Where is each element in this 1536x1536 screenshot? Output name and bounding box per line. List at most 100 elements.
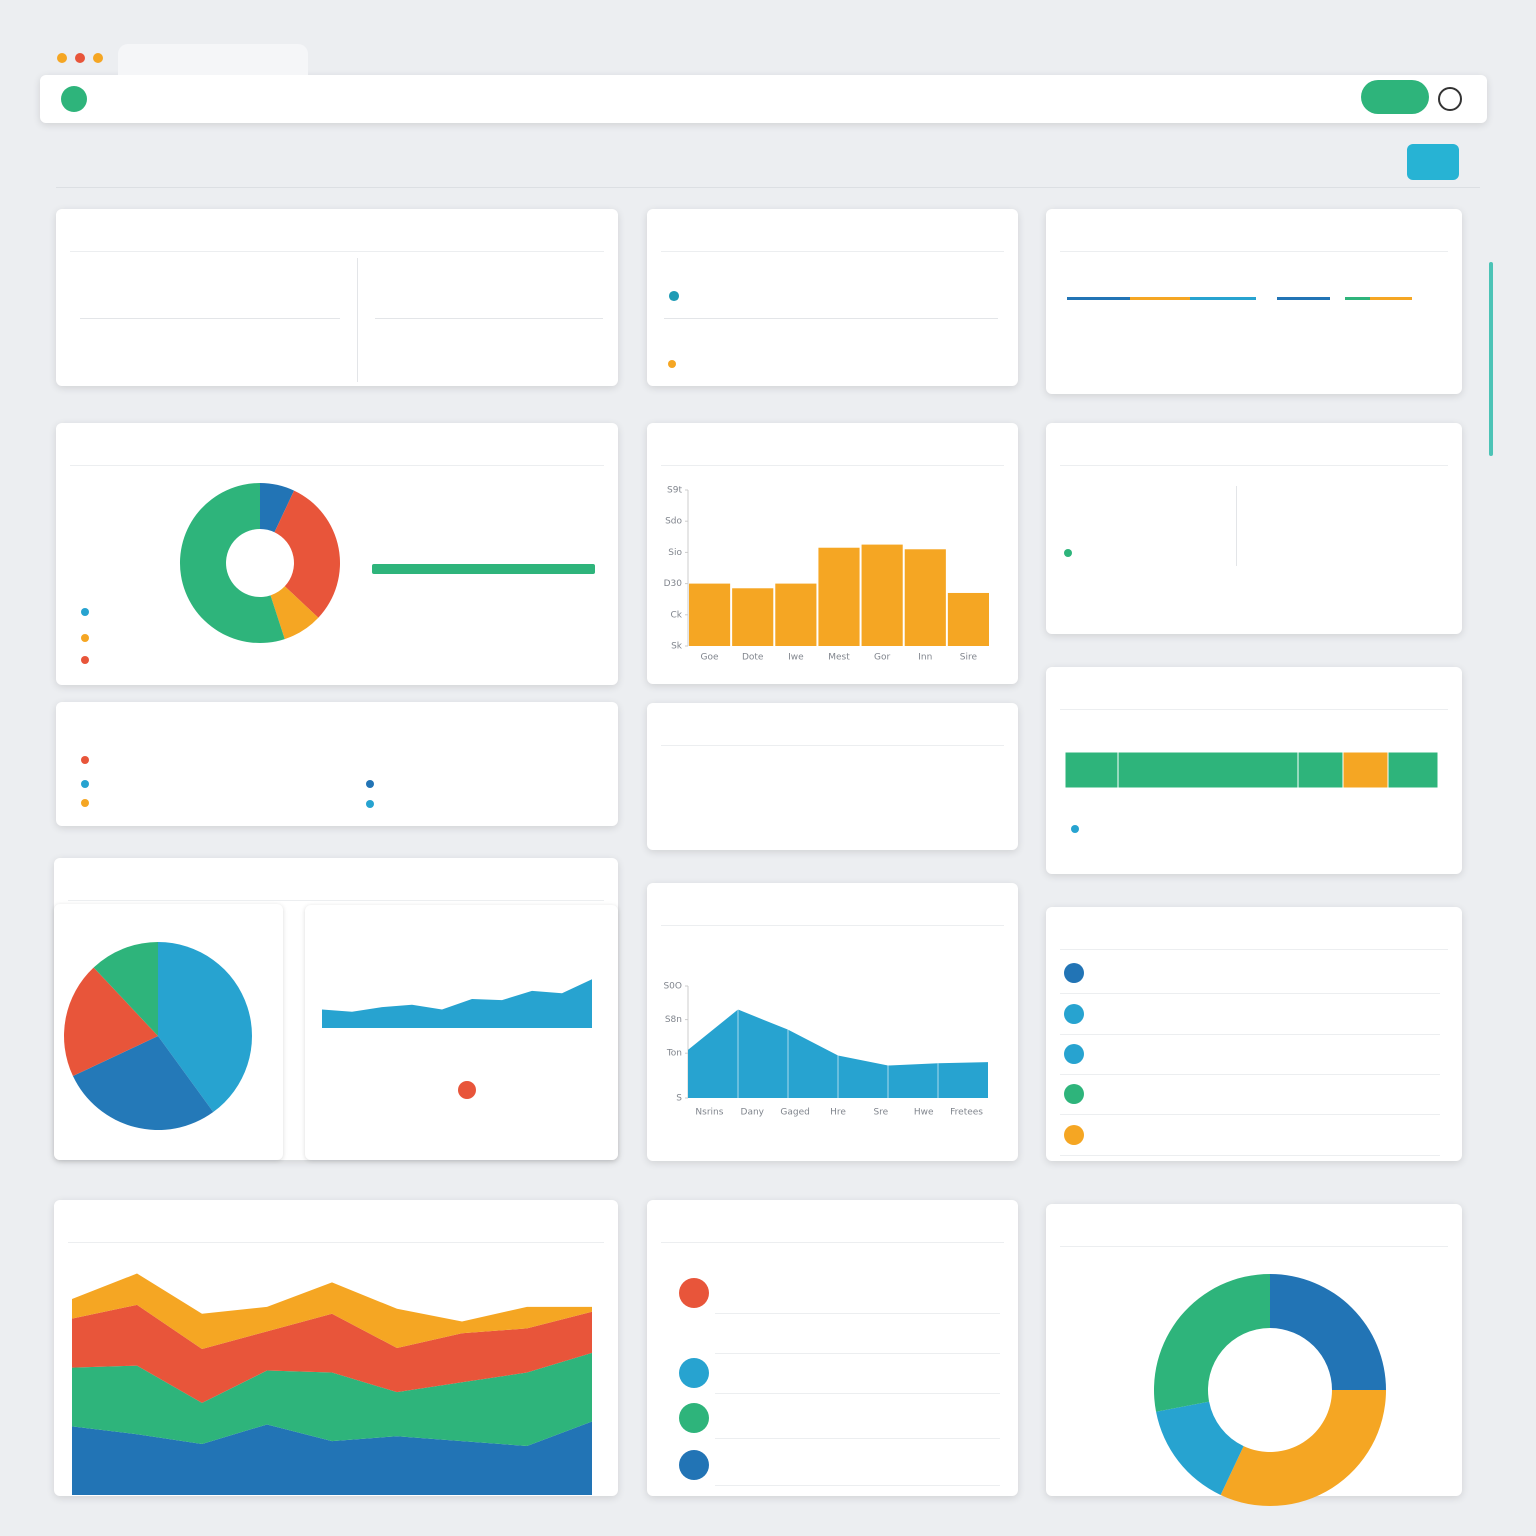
x-tick-label: Inn	[918, 653, 932, 663]
card-header-line	[70, 251, 604, 252]
y-tick-label: Sio	[668, 548, 682, 558]
card-header-line	[68, 900, 604, 901]
legend-dot	[1064, 963, 1084, 983]
legend-dot	[669, 291, 679, 301]
indicator-line	[1370, 297, 1412, 300]
y-tick-label: Sdo	[665, 517, 682, 527]
card-header-line	[1060, 1246, 1448, 1247]
panel	[305, 905, 618, 1160]
row-line	[715, 1393, 1000, 1394]
card-header-line	[661, 925, 1004, 926]
action-button[interactable]	[1407, 144, 1459, 180]
card-header-line	[1060, 465, 1448, 466]
row-line	[715, 1438, 1000, 1439]
card-header-line	[661, 745, 1004, 746]
card-header-line	[661, 1242, 1004, 1243]
list-icon	[679, 1403, 709, 1433]
row-line	[1060, 1155, 1440, 1156]
area	[322, 979, 592, 1028]
x-tick-label: Gaged	[780, 1108, 809, 1118]
divider	[375, 318, 603, 319]
list-icon	[679, 1450, 709, 1480]
divider	[56, 187, 1480, 188]
bar	[818, 547, 860, 646]
window-dot[interactable]	[75, 53, 85, 63]
stacked-area	[72, 1273, 592, 1349]
x-tick-label: Sre	[873, 1108, 888, 1118]
row-line	[1060, 993, 1440, 994]
indicator-line	[1277, 297, 1330, 300]
y-tick-label: Ton	[666, 1049, 682, 1059]
y-tick-label: D30	[664, 579, 683, 589]
window-dot[interactable]	[57, 53, 67, 63]
logo[interactable]	[61, 86, 87, 112]
y-tick-label: Ck	[671, 610, 683, 620]
bar	[947, 592, 989, 646]
card	[1046, 209, 1462, 394]
x-tick-label: Fretees	[950, 1108, 983, 1118]
legend-dot	[81, 799, 89, 807]
progress-bar	[372, 564, 595, 574]
area	[688, 1009, 988, 1098]
card	[1046, 423, 1462, 634]
browser-tab[interactable]	[118, 44, 308, 75]
x-tick-label: Dany	[741, 1108, 765, 1118]
bar-segment	[1387, 751, 1439, 789]
y-tick-label: S	[676, 1094, 682, 1104]
row-line	[715, 1485, 1000, 1486]
legend-dot	[81, 780, 89, 788]
bar	[732, 588, 774, 646]
list-icon	[679, 1358, 709, 1388]
divider	[1236, 486, 1237, 566]
indicator-line	[1067, 297, 1190, 300]
legend-dot	[81, 656, 89, 664]
card-header-line	[1060, 251, 1448, 252]
nav-bar	[40, 75, 1487, 123]
row-line	[1060, 1034, 1440, 1035]
x-tick-label: Sire	[960, 653, 978, 663]
bar-segment	[1064, 751, 1119, 789]
legend-dot	[1064, 549, 1072, 557]
x-tick-label: Nsrins	[695, 1108, 723, 1118]
legend-dot	[1064, 1044, 1084, 1064]
card-header-line	[661, 251, 1004, 252]
row-line	[1060, 1114, 1440, 1115]
legend-dot	[1064, 1004, 1084, 1024]
bar	[689, 583, 731, 646]
x-tick-label: Hre	[830, 1108, 846, 1118]
legend-dot	[81, 756, 89, 764]
pie-slice	[72, 1036, 214, 1130]
pie-slice	[1270, 1274, 1386, 1390]
card-header-line	[70, 465, 604, 466]
y-tick-label: S9t	[667, 486, 682, 496]
pie-slice	[270, 586, 319, 640]
row-line	[1060, 1074, 1440, 1075]
x-tick-label: Hwe	[914, 1108, 934, 1118]
bar	[904, 549, 946, 646]
x-tick-label: Iwe	[788, 653, 804, 663]
scrollbar[interactable]	[1489, 262, 1493, 456]
search-icon[interactable]	[1438, 87, 1462, 111]
legend-dot	[1064, 1125, 1084, 1145]
bar-segment	[1342, 751, 1389, 789]
pie-slice	[1153, 1274, 1270, 1412]
window-dot[interactable]	[93, 53, 103, 63]
pie-slice	[274, 490, 341, 618]
stacked-area	[72, 1421, 592, 1495]
card-header-line	[68, 1242, 604, 1243]
row-line	[715, 1313, 1000, 1314]
list-icon	[679, 1278, 709, 1308]
divider	[664, 318, 998, 319]
x-tick-label: Dote	[742, 653, 764, 663]
legend-dot	[81, 634, 89, 642]
card-header-line	[661, 465, 1004, 466]
indicator-line	[1130, 297, 1190, 300]
x-tick-label: Mest	[828, 653, 850, 663]
legend-dot	[668, 360, 676, 368]
bar	[775, 583, 817, 646]
card	[56, 209, 618, 386]
pie-slice	[158, 942, 253, 1113]
pie-slice	[64, 967, 158, 1077]
nav-button[interactable]	[1361, 80, 1429, 114]
